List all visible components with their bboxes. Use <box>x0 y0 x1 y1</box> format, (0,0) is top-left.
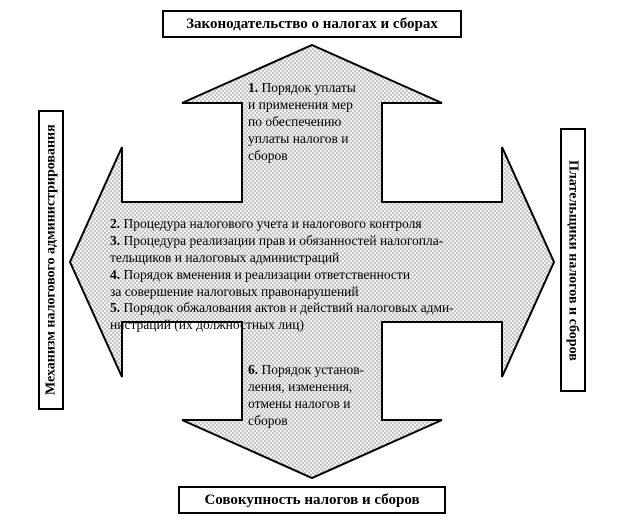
label-bottom-text: Совокупность налогов и сборов <box>204 492 419 509</box>
label-right: Плательщики налогов и сборов <box>560 128 586 392</box>
text-block-middle: 2. Процедура налогового учета и налогово… <box>110 216 520 334</box>
label-left: Механизм налогового администрирования <box>38 110 64 410</box>
label-top: Законодательство о налогах и сборах <box>162 10 462 38</box>
text-block-upper: 1. Порядок уплатыи применения мерпо обес… <box>248 80 408 164</box>
diagram-stage: Законодательство о налогах и сборах Сово… <box>0 0 624 525</box>
text-block-lower: 6. Порядок установ-ления, изменения,отме… <box>248 362 418 430</box>
label-right-text: Плательщики налогов и сборов <box>565 160 580 361</box>
label-top-text: Законодательство о налогах и сборах <box>186 16 438 33</box>
label-bottom: Совокупность налогов и сборов <box>178 486 446 514</box>
label-left-text: Механизм налогового администрирования <box>43 125 58 396</box>
